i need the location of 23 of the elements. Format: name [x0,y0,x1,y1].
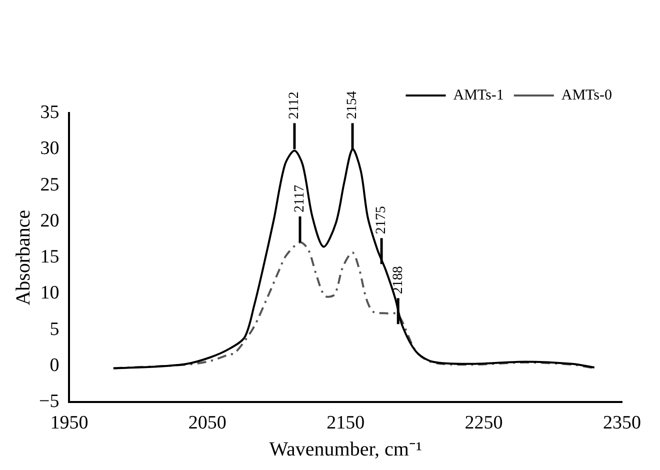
y-tick-label: 0 [50,355,60,376]
y-tick-label: 20 [40,210,60,232]
x-tick-label: 2350 [603,412,641,434]
x-tick-label: 2250 [464,412,503,434]
y-tick-label: −5 [38,391,60,412]
x-tick-label: 2050 [188,412,226,434]
y-tick-label: 10 [40,282,60,304]
x-tick-label: 1950 [50,412,88,434]
annotation: 2175 [374,206,390,234]
annotation: 2117 [292,184,308,212]
x-tick-label: 2150 [326,412,365,434]
y-tick-label: 5 [50,318,60,340]
y-tick-label: 25 [40,174,60,196]
legend-label: AMTs-1 [453,87,504,104]
x-axis-title: Wavenumber, cm⁻¹ [269,438,422,460]
annotation: 2112 [287,92,302,120]
y-tick-label: 30 [40,138,60,160]
y-tick-label: 35 [40,102,60,123]
annotation: 2188 [390,266,406,294]
legend-label: AMTs-0 [561,87,612,104]
y-axis-title: Absorbance [12,210,34,306]
y-tick-label: 15 [40,246,60,268]
annotation: 2154 [345,91,360,120]
